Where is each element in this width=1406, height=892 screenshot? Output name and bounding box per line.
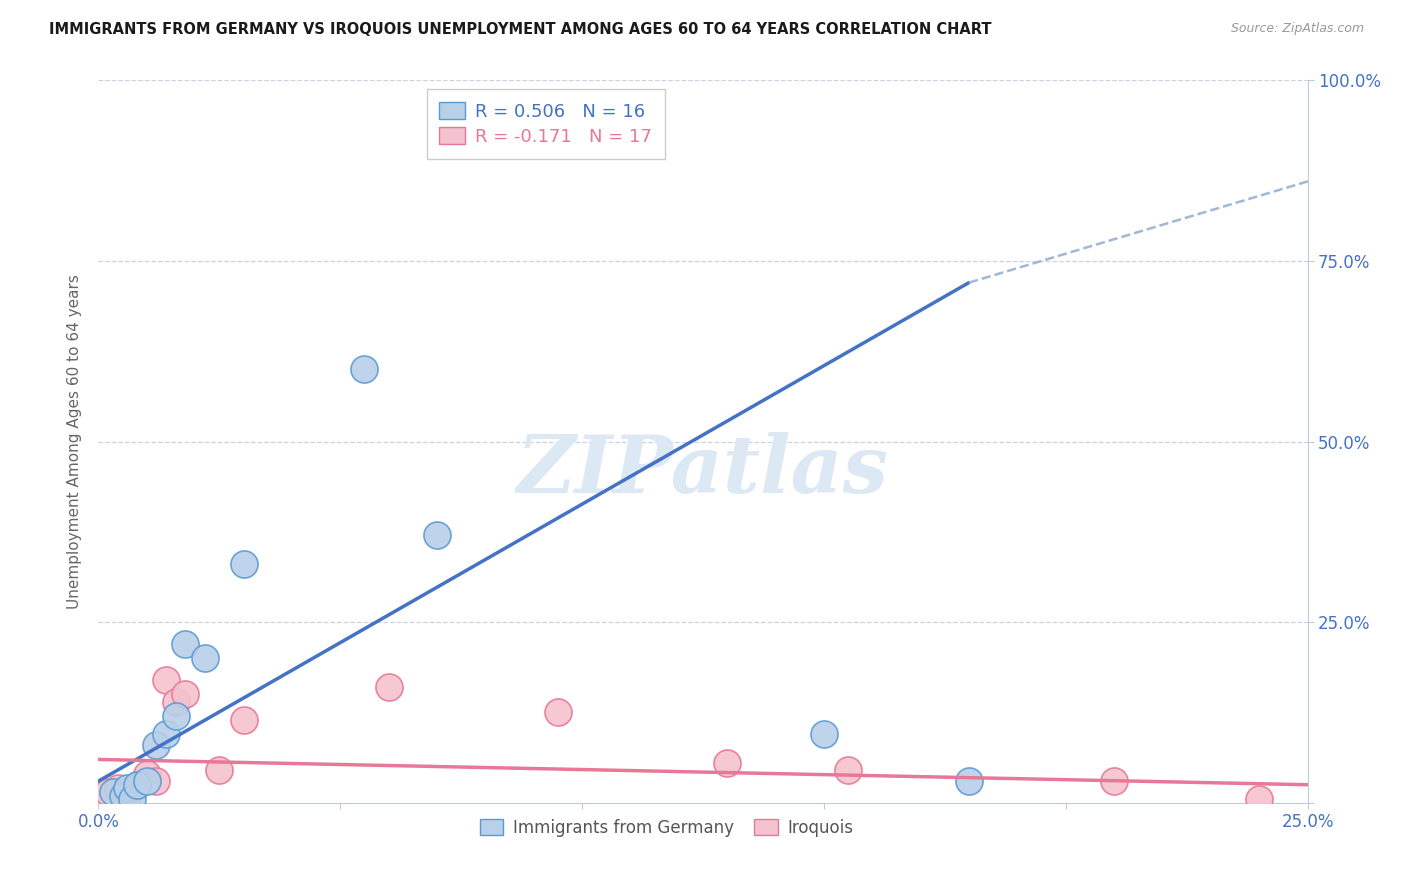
Point [165, 709, 187, 723]
Point [837, 764, 859, 778]
Point [135, 774, 157, 789]
Point [377, 680, 399, 694]
Point [127, 778, 149, 792]
Point [232, 713, 254, 727]
Point [145, 738, 167, 752]
Point [107, 781, 129, 796]
Point [111, 789, 134, 803]
Y-axis label: Unemployment Among Ages 60 to 64 years: Unemployment Among Ages 60 to 64 years [66, 274, 82, 609]
Point [117, 781, 139, 796]
Point [165, 695, 187, 709]
Point [135, 767, 157, 781]
Point [232, 558, 254, 572]
Point [97, 785, 120, 799]
Point [547, 706, 569, 720]
Text: Source: ZipAtlas.com: Source: ZipAtlas.com [1230, 22, 1364, 36]
Point [121, 792, 143, 806]
Point [174, 687, 197, 701]
Point [1102, 774, 1125, 789]
Point [716, 756, 738, 770]
Point [957, 774, 980, 789]
Text: IMMIGRANTS FROM GERMANY VS IROQUOIS UNEMPLOYMENT AMONG AGES 60 TO 64 YEARS CORRE: IMMIGRANTS FROM GERMANY VS IROQUOIS UNEM… [49, 22, 991, 37]
Point [174, 637, 197, 651]
Point [117, 789, 139, 803]
Point [101, 785, 124, 799]
Point [155, 727, 177, 741]
Point [353, 362, 375, 376]
Text: ZIPatlas: ZIPatlas [517, 432, 889, 509]
Point [813, 727, 835, 741]
Point [155, 673, 177, 687]
Point [194, 651, 217, 665]
Point [127, 778, 149, 792]
Point [1249, 792, 1271, 806]
Point [426, 528, 449, 542]
Point [208, 764, 231, 778]
Point [145, 774, 167, 789]
Legend: Immigrants from Germany, Iroquois: Immigrants from Germany, Iroquois [471, 810, 862, 845]
